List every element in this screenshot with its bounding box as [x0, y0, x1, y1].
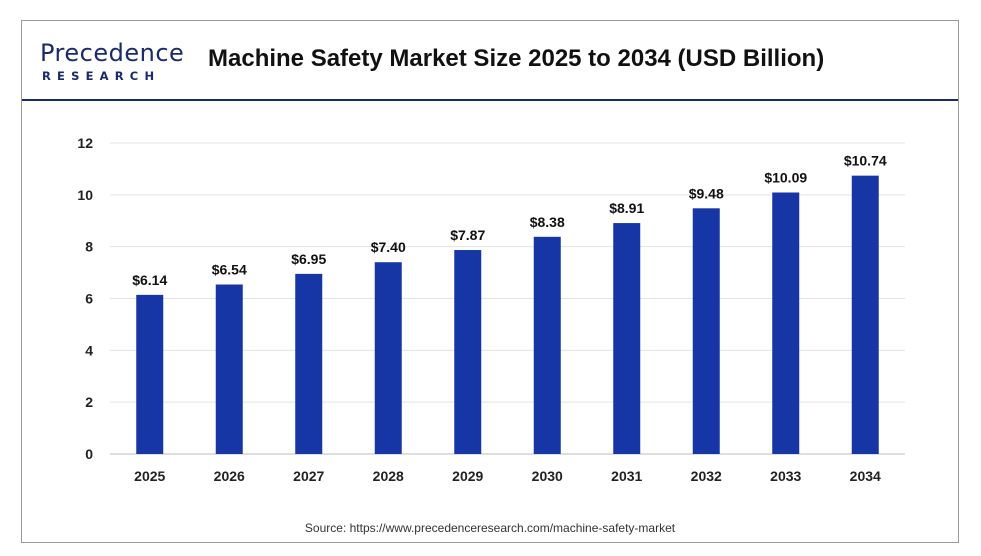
chart-header: Precedence RESEARCH Machine Safety Marke…	[22, 21, 958, 101]
bar	[772, 192, 800, 454]
bar	[851, 175, 879, 454]
brand-logo-name: Precedence	[40, 39, 185, 67]
data-label: $10.09	[764, 170, 807, 186]
chart-title: Machine Safety Market Size 2025 to 2034 …	[208, 45, 825, 72]
x-tick-label: 2031	[611, 468, 642, 484]
bar	[454, 250, 482, 454]
y-tick-label: 4	[85, 342, 93, 358]
bar	[374, 262, 402, 454]
data-label: $6.14	[132, 272, 167, 288]
data-label: $6.95	[291, 251, 326, 267]
x-tick-label: 2032	[691, 468, 722, 484]
y-tick-label: 12	[77, 135, 93, 151]
data-label: $7.87	[450, 227, 485, 243]
data-label: $10.74	[844, 153, 887, 169]
bar	[613, 223, 641, 454]
bar	[692, 208, 720, 454]
y-tick-label: 8	[85, 239, 93, 255]
source-note: Source: https://www.precedenceresearch.c…	[304, 521, 676, 535]
y-tick-label: 10	[77, 187, 93, 203]
x-tick-label: 2030	[532, 468, 563, 484]
x-tick-label: 2027	[293, 468, 324, 484]
y-tick-label: 0	[85, 446, 93, 462]
chart-frame: Precedence RESEARCH Machine Safety Marke…	[21, 20, 959, 543]
data-label: $8.91	[609, 200, 644, 216]
data-label: $6.54	[212, 262, 247, 278]
x-tick-label: 2033	[770, 468, 801, 484]
bar	[533, 236, 561, 454]
x-tick-label: 2034	[850, 468, 881, 484]
bar	[295, 273, 323, 454]
data-label: $8.38	[530, 214, 565, 230]
x-tick-label: 2025	[134, 468, 165, 484]
data-label: $9.48	[689, 185, 724, 201]
bar	[215, 284, 243, 454]
bar	[136, 294, 164, 454]
brand-logo: Precedence RESEARCH	[40, 39, 190, 87]
y-tick-label: 2	[85, 394, 93, 410]
brand-logo-sub: RESEARCH	[42, 69, 161, 83]
x-tick-label: 2026	[214, 468, 245, 484]
data-label: $7.40	[371, 239, 406, 255]
x-tick-label: 2029	[452, 468, 483, 484]
y-tick-label: 6	[85, 291, 93, 307]
x-tick-label: 2028	[373, 468, 404, 484]
